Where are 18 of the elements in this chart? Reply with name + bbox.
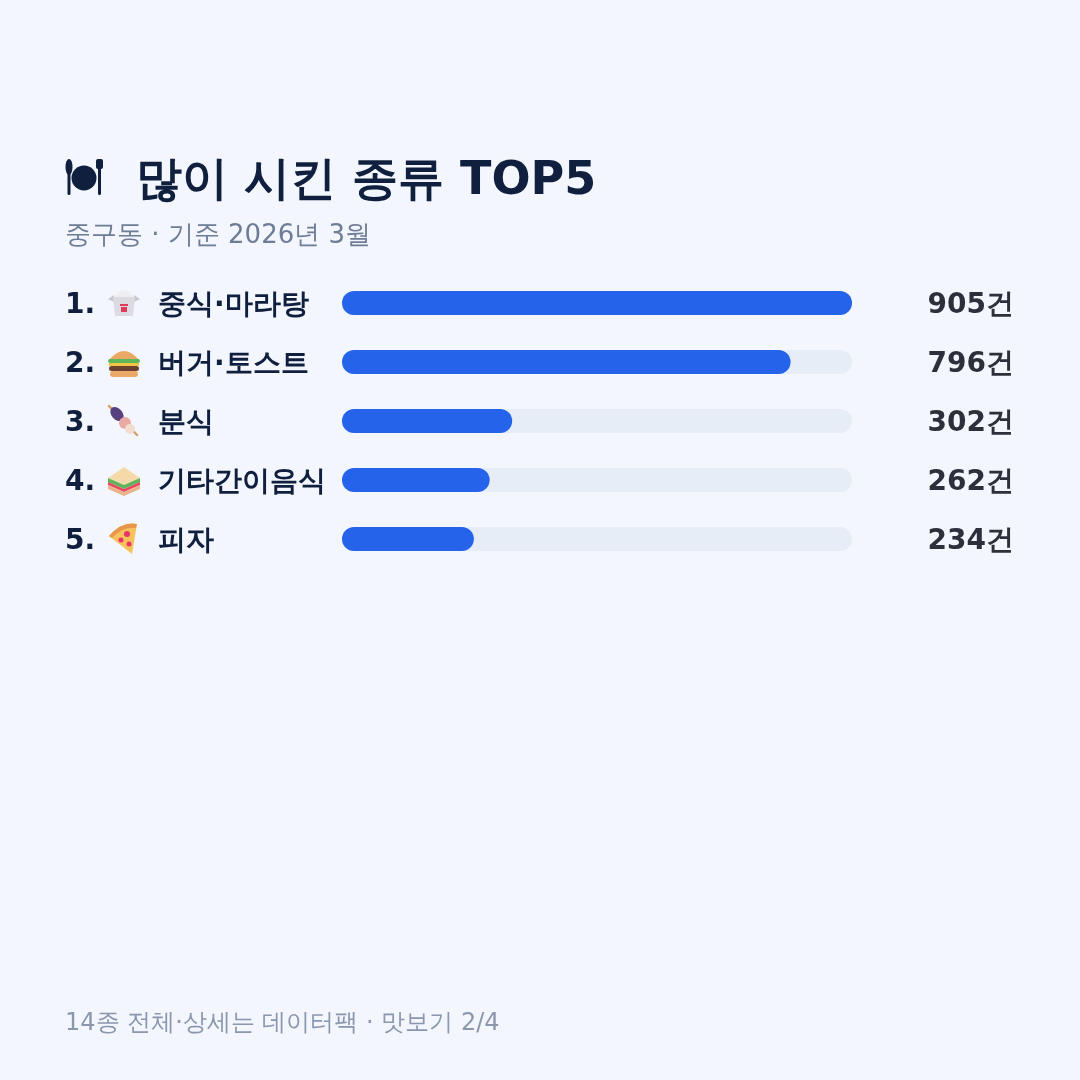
rank-label: 4. bbox=[65, 464, 96, 497]
value-label: 262건 bbox=[927, 464, 1014, 497]
category-label: 기타간이음식 bbox=[158, 464, 326, 497]
rank-label: 3. bbox=[65, 405, 96, 438]
rank-label: 1. bbox=[65, 287, 96, 320]
rank-label: 5. bbox=[65, 523, 96, 556]
value-label: 905건 bbox=[927, 287, 1014, 320]
value-label: 234건 bbox=[927, 523, 1014, 556]
title: 많이 시킨 종류 TOP5 bbox=[136, 151, 597, 205]
category-label: 분식 bbox=[158, 405, 214, 438]
value-label: 302건 bbox=[927, 405, 1014, 438]
category-label: 피자 bbox=[158, 523, 214, 556]
category-label: 버거·토스트 bbox=[158, 346, 309, 379]
category-label: 중식·마라탕 bbox=[158, 287, 309, 320]
note: 14종 전체·상세는 데이터팩 · 맛보기 2/4 bbox=[65, 1008, 500, 1036]
rank-label: 2. bbox=[65, 346, 96, 379]
subtitle: 중구동 · 기준 2026년 3월 bbox=[65, 219, 372, 249]
value-label: 796건 bbox=[927, 346, 1014, 379]
